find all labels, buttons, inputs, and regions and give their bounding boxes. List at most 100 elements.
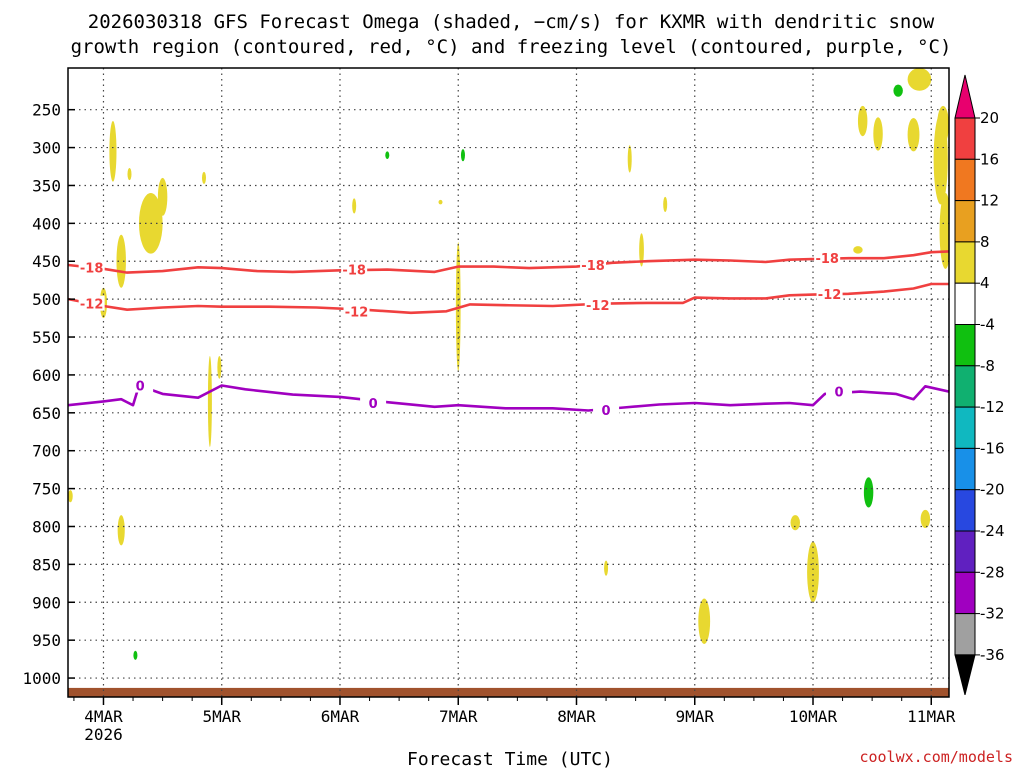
colorbar-label-11: -28 — [980, 563, 1005, 581]
omega-shade-7 — [217, 355, 222, 379]
colorbar-label-5: -4 — [980, 316, 995, 334]
omega-shade-18 — [790, 515, 800, 531]
colorbar-label-7: -12 — [980, 398, 1005, 416]
contour-line-2 — [68, 384, 949, 412]
colorbar-label-9: -20 — [980, 481, 1005, 499]
y-tick-label-900: 900 — [32, 593, 61, 612]
colorbar-swatch-4 — [954, 241, 976, 284]
colorbar-top-triangle — [954, 74, 976, 119]
colorbar-label-13: -36 — [980, 646, 1005, 664]
colorbar-bottom-triangle — [954, 654, 976, 696]
omega-shade-24 — [907, 68, 932, 91]
y-tick-label-400: 400 — [32, 214, 61, 233]
x-tick-label-10MAR: 10MAR — [789, 707, 838, 726]
colorbar-swatch-8 — [954, 406, 976, 449]
contour-label-7: -12 — [818, 288, 842, 303]
omega-shade-21 — [873, 117, 883, 151]
omega-shade-8 — [117, 515, 125, 546]
omega-shade-23 — [907, 118, 920, 152]
omega-shade-26 — [939, 193, 949, 269]
omega-shade-30 — [385, 151, 390, 159]
x-tick-label-5MAR: 5MAR — [202, 707, 241, 726]
contour-label-bg-1 — [341, 261, 368, 277]
contour-label-8: 0 — [136, 380, 145, 395]
colorbar-label-2: 12 — [980, 192, 999, 210]
omega-shade-32 — [893, 84, 903, 97]
contour-label-bg-10 — [593, 401, 620, 417]
omega-shade-13 — [627, 145, 632, 173]
contour-label-9: 0 — [369, 397, 378, 412]
x-tick-label-8MAR: 8MAR — [557, 707, 596, 726]
colorbar-label-6: -8 — [980, 357, 995, 375]
contour-label-bg-9 — [360, 394, 387, 410]
omega-shade-2 — [157, 177, 168, 216]
colorbar-label-12: -32 — [980, 605, 1005, 623]
contour-label-11: 0 — [834, 386, 843, 401]
omega-shade-33 — [863, 477, 874, 508]
y-tick-label-550: 550 — [32, 328, 61, 347]
x-tick-label-4MAR: 4MAR — [84, 707, 123, 726]
y-tick-label-800: 800 — [32, 517, 61, 536]
contour-label-bg-7 — [816, 285, 843, 301]
omega-shade-15 — [663, 196, 668, 212]
omega-shade-31 — [460, 149, 465, 162]
omega-shade-20 — [857, 105, 868, 137]
omega-shade-9 — [68, 490, 73, 503]
colorbar-swatch-6 — [954, 324, 976, 367]
y-tick-label-600: 600 — [32, 366, 61, 385]
omega-shade-27 — [937, 105, 949, 144]
y-tick-label-700: 700 — [32, 442, 61, 461]
colorbar-swatch-13 — [954, 613, 976, 656]
colorbar-swatch-2 — [954, 158, 976, 202]
chart-title-line2: growth region (contoured, red, °C) and f… — [71, 36, 952, 58]
colorbar-swatch-7 — [954, 365, 976, 408]
contour-label-bg-4 — [78, 295, 105, 311]
omega-shade-0 — [109, 121, 117, 182]
omega-shade-14 — [639, 233, 644, 267]
colorbar-swatch-1 — [954, 117, 976, 160]
contour-label-4: -12 — [80, 298, 104, 313]
contour-label-bg-8 — [127, 377, 154, 393]
contour-label-bg-5 — [343, 303, 370, 319]
omega-shade-11 — [352, 198, 357, 214]
omega-shade-6 — [207, 355, 212, 447]
omega-shade-4 — [116, 234, 126, 288]
colorbar-swatch-11 — [954, 530, 976, 573]
omega-shade-17 — [698, 598, 711, 644]
contour-label-bg-2 — [580, 257, 607, 273]
x-axis-title: Forecast Time (UTC) — [407, 749, 613, 768]
omega-shading-layer — [68, 68, 949, 660]
colorbar-swatch-10 — [954, 489, 976, 532]
credit-link[interactable]: coolwx.com/models — [859, 748, 1013, 766]
contour-label-6: -12 — [586, 299, 610, 314]
colorbar-swatch-3 — [954, 200, 976, 243]
y-tick-label-650: 650 — [32, 404, 61, 423]
colorbar-label-4: 4 — [980, 274, 990, 292]
colorbar-label-1: 16 — [980, 150, 999, 168]
y-tick-label-450: 450 — [32, 252, 61, 271]
omega-shade-19 — [807, 541, 819, 603]
omega-shade-3 — [201, 171, 206, 184]
colorbar-swatch-12 — [954, 571, 976, 615]
contour-label-bg-6 — [584, 297, 611, 313]
omega-shade-34 — [133, 650, 138, 660]
colorbar-label-8: -16 — [980, 439, 1005, 457]
omega-shade-12 — [438, 199, 443, 205]
contour-label-1: -18 — [342, 264, 366, 279]
y-axis: 250 300 350 400 450 500 550 600 650 700 750 800 850 9… — [22, 101, 75, 688]
chart-title-line1: 2026030318 GFS Forecast Omega (shaded, −… — [88, 11, 935, 33]
ground-surface — [68, 687, 949, 697]
y-tick-label-950: 950 — [32, 631, 61, 650]
colorbar-label-10: -24 — [980, 522, 1005, 540]
y-tick-label-1000: 1000 — [22, 669, 61, 688]
contour-label-bg-0 — [78, 259, 105, 275]
x-tick-label-9MAR: 9MAR — [675, 707, 714, 726]
grid-lines — [68, 68, 949, 697]
contour-labels: -18 -18 -18 -18 -12 -12 -12 -12 0 0 0 0 — [78, 250, 853, 419]
omega-shade-16 — [604, 560, 609, 576]
contour-label-bg-11 — [826, 383, 853, 399]
plot-frame — [67, 67, 950, 698]
colorbar-legend: 20 16 12 8 4 -4 -8 -12 -16 -20 -24 -28 -32 -36 — [954, 74, 1005, 696]
